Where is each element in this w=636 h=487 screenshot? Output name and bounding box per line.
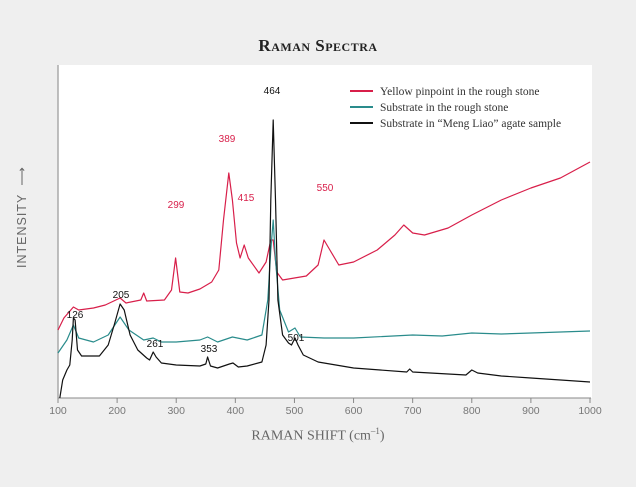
series-line-2 [59,119,591,399]
peak-label: 464 [264,86,281,97]
arrow-up-icon: ⟶ [14,166,29,186]
x-tick-label: 300 [167,405,185,417]
x-tick-label: 200 [108,405,126,417]
peak-label: 299 [168,200,185,211]
x-axis-suffix: ) [379,428,385,444]
peak-label: 389 [219,134,236,145]
x-tick-label: 800 [463,405,481,417]
y-axis-title: INTENSITY ⟶ [12,148,32,268]
peak-label: 353 [201,344,218,355]
legend-label: Yellow pinpoint in the rough stone [380,86,540,98]
x-tick-label: 700 [404,405,422,417]
peak-label: 205 [113,290,130,301]
legend-label: Substrate in the rough stone [380,102,508,114]
legend-label: Substrate in “Meng Liao” agate sample [380,118,561,130]
peak-label: 550 [317,183,334,194]
x-tick-label: 600 [345,405,363,417]
x-tick-label: 1000 [578,405,602,417]
y-axis-label: INTENSITY [15,193,29,268]
plot-area [58,65,592,398]
x-axis-title: RAMAN SHIFT (cm–1) [0,426,636,445]
peak-label: 501 [288,333,305,344]
x-tick-label: 100 [49,405,67,417]
chart-title: Raman Spectra [258,36,378,55]
peak-label: 126 [67,310,84,321]
series-line-0 [57,161,591,331]
peak-label: 415 [238,193,255,204]
x-tick-label: 500 [286,405,304,417]
x-tick-label: 900 [522,405,540,417]
peak-label: 261 [147,339,164,350]
x-tick-label: 400 [227,405,245,417]
x-axis-label: RAMAN SHIFT (cm [251,428,371,444]
x-axis-unit-sup: –1 [370,426,380,436]
